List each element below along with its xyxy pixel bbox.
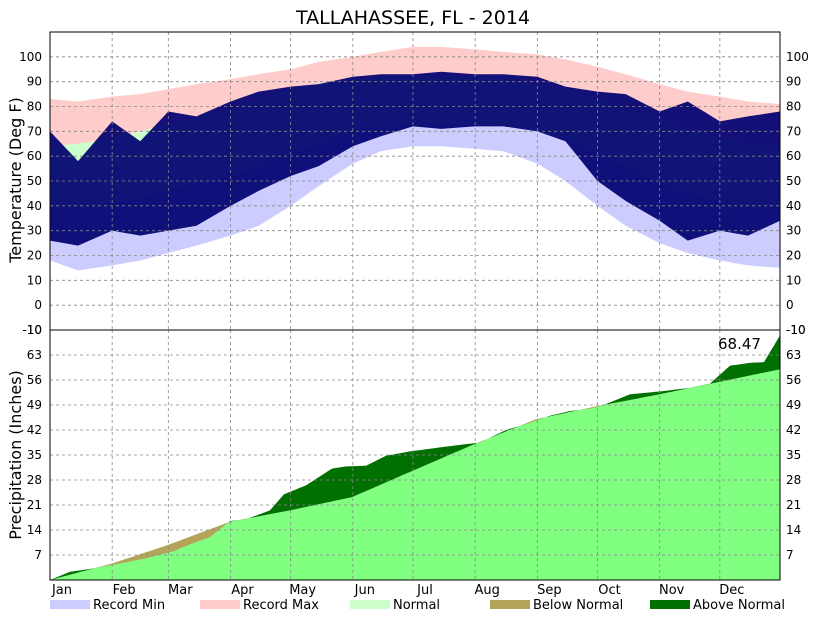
precipitation-tick-label: 63 <box>27 348 42 362</box>
temperature-tick-label: 70 <box>27 124 42 138</box>
legend-item: Normal <box>350 598 440 613</box>
precipitation-total-label: 68.47 <box>718 335 761 353</box>
legend: Record Min Record Max Normal Below Normal Ab… <box>50 598 785 613</box>
precipitation-tick-label: 28 <box>786 473 801 487</box>
legend-swatch <box>350 600 390 609</box>
precipitation-tick-label: 49 <box>786 398 801 412</box>
precipitation-tick-label: 56 <box>786 373 801 387</box>
above-normal-area <box>50 335 780 580</box>
temperature-tick-label: -10 <box>22 323 42 337</box>
precipitation-tick-label: 35 <box>27 448 42 462</box>
temperature-tick-label: 0 <box>34 298 42 312</box>
temperature-tick-label: -10 <box>786 323 806 337</box>
month-label: Jun <box>354 583 375 598</box>
temperature-tick-label: 70 <box>786 124 801 138</box>
temperature-tick-label: 30 <box>27 224 42 238</box>
record-max-band <box>50 46 780 147</box>
legend-label: Record Max <box>243 598 319 613</box>
precipitation-tick-label: 35 <box>786 448 801 462</box>
temperature-tick-label: 60 <box>786 149 801 163</box>
temperature-tick-label: 90 <box>27 75 42 89</box>
month-labels: Jan Feb Mar Apr May Jun Jul Aug Sep Oct Nov Dec <box>51 583 744 598</box>
precipitation-tick-label: 56 <box>27 373 42 387</box>
temperature-tick-label: 100 <box>19 50 42 64</box>
precipitation-tick-label: 21 <box>27 498 42 512</box>
month-label: Sep <box>537 583 562 598</box>
temperature-tick-label: 50 <box>27 174 42 188</box>
observed-temperature-range <box>50 71 780 246</box>
precipitation-tick-label: 14 <box>786 523 801 537</box>
precipitation-ticks-left: 7 14 21 28 35 42 49 56 63 <box>27 348 42 562</box>
month-label: Dec <box>719 583 744 598</box>
temperature-tick-label: 60 <box>27 149 42 163</box>
precipitation-tick-label: 7 <box>786 548 794 562</box>
temperature-tick-label: 100 <box>786 50 809 64</box>
legend-label: Below Normal <box>533 598 623 613</box>
legend-item: Record Max <box>200 598 319 613</box>
month-label: Jan <box>51 583 72 598</box>
precipitation-grid <box>50 330 780 580</box>
precipitation-tick-label: 49 <box>27 398 42 412</box>
temperature-grid <box>50 32 780 330</box>
precipitation-axis-title: Precipitation (Inches) <box>6 370 25 540</box>
temperature-tick-label: -10 <box>22 323 42 337</box>
precipitation-tick-label: 42 <box>27 423 42 437</box>
legend-label: Above Normal <box>693 598 785 613</box>
temperature-axis-title: Temperature (Deg F) <box>6 97 25 264</box>
temperature-tick-label: 90 <box>786 75 801 89</box>
month-label: Mar <box>168 583 193 598</box>
panel-frames <box>49 31 781 581</box>
temperature-tick-label: 30 <box>786 224 801 238</box>
month-label: May <box>289 583 316 598</box>
legend-item: Above Normal <box>650 598 785 613</box>
legend-swatch <box>650 600 690 609</box>
legend-swatch <box>50 600 90 609</box>
temperature-tick-label: 10 <box>27 273 42 287</box>
legend-swatch <box>200 600 240 609</box>
month-label: Aug <box>474 583 499 598</box>
chart-title: TALLAHASSEE, FL - 2014 <box>295 7 530 29</box>
temperature-tick-label: 40 <box>786 199 801 213</box>
temperature-tick-label: 0 <box>786 298 794 312</box>
precipitation-tick-label: 63 <box>786 348 801 362</box>
legend-label: Normal <box>393 598 440 613</box>
precipitation-tick-label: 14 <box>27 523 42 537</box>
temperature-tick-label: 10 <box>786 273 801 287</box>
temperature-tick-label: -10 <box>786 323 806 337</box>
month-label: Oct <box>598 583 620 598</box>
temperature-tick-label: 50 <box>786 174 801 188</box>
legend-swatch <box>490 600 530 609</box>
precipitation-ticks-right: 7 14 21 28 35 42 49 56 63 <box>786 348 801 562</box>
precipitation-tick-label: 7 <box>34 548 42 562</box>
temperature-tick-label: 20 <box>27 249 42 263</box>
temperature-tick-label: 80 <box>27 100 42 114</box>
month-label: Nov <box>659 583 685 598</box>
temperature-tick-label: 20 <box>786 249 801 263</box>
month-label: Feb <box>113 583 136 598</box>
precipitation-tick-label: 28 <box>27 473 42 487</box>
precipitation-tick-label: 21 <box>786 498 801 512</box>
legend-label: Record Min <box>93 598 165 613</box>
legend-item: Record Min <box>50 598 165 613</box>
month-label: Jul <box>416 583 433 598</box>
precipitation-frame <box>49 329 781 581</box>
month-label: Apr <box>231 583 254 598</box>
temperature-tick-label: 40 <box>27 199 42 213</box>
legend-item: Below Normal <box>490 598 623 613</box>
temperature-tick-label: 80 <box>786 100 801 114</box>
precipitation-tick-label: 42 <box>786 423 801 437</box>
precipitation-panel: 7 14 21 28 35 42 49 56 63 7 14 21 28 35 42 49 56 63 Prec… <box>6 330 801 580</box>
